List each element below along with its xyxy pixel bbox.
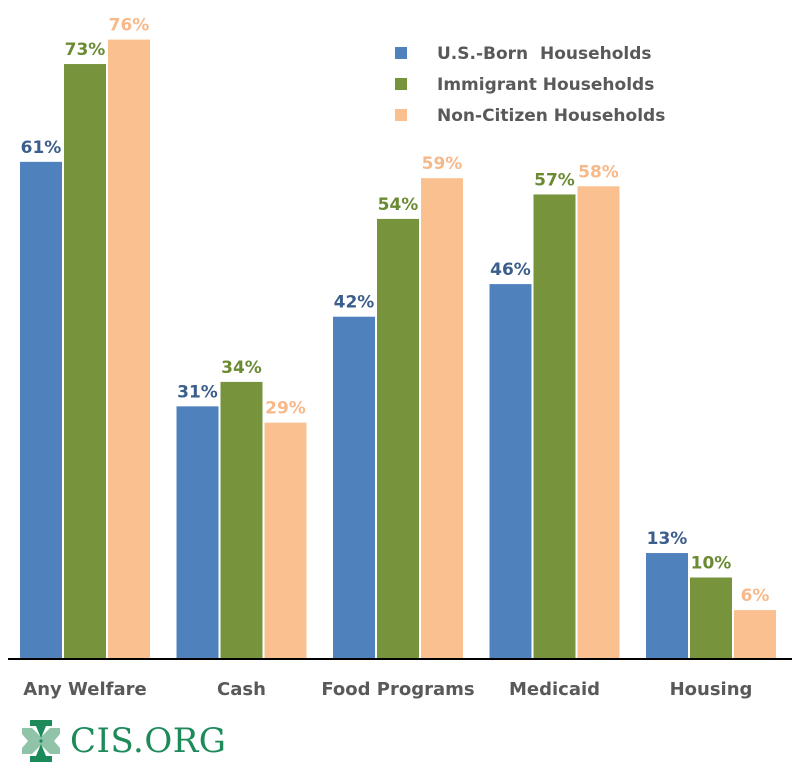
bar-cash-u-s-born-households	[176, 406, 219, 659]
category-label-any-welfare: Any Welfare	[23, 679, 146, 700]
bar-cash-non-citizen-households	[264, 422, 307, 659]
bar-food-programs-non-citizen-households	[421, 178, 463, 659]
bar-food-programs-immigrant-households	[377, 218, 419, 659]
bars-layer	[20, 39, 776, 660]
value-label-cash-immigrant-households: 34%	[221, 358, 262, 378]
bar-housing-immigrant-households	[690, 577, 732, 659]
category-label-housing: Housing	[670, 679, 753, 700]
value-label-cash-non-citizen-households: 29%	[265, 399, 306, 419]
cis-cross-logo-icon	[22, 720, 60, 762]
bar-any-welfare-immigrant-households	[64, 64, 106, 660]
legend: U.S.-Born Households Immigrant Households…	[395, 44, 665, 126]
bar-food-programs-u-s-born-households	[333, 316, 375, 659]
value-label-medicaid-immigrant-households: 57%	[534, 170, 575, 190]
legend-swatch-non-citizen-households	[395, 109, 407, 121]
value-label-medicaid-non-citizen-households: 58%	[578, 162, 619, 182]
logo-text: CIS.ORG	[70, 721, 227, 761]
category-label-food-programs: Food Programs	[321, 679, 474, 700]
value-label-any-welfare-immigrant-households: 73%	[65, 40, 106, 60]
cis-logo: CIS.ORG	[18, 718, 226, 764]
legend-label-immigrant-households: Immigrant Households	[437, 75, 654, 95]
legend-label-non-citizen-households: Non-Citizen Households	[437, 106, 665, 126]
value-label-any-welfare-u-s-born-households: 61%	[21, 138, 62, 158]
value-label-cash-u-s-born-households: 31%	[177, 382, 218, 402]
bar-medicaid-non-citizen-households	[577, 186, 620, 660]
bar-chart: 61% 73%76% 31%34% 29% 42% 54% 59% 46% 57% 58% 13%1…	[8, 16, 792, 700]
bar-housing-u-s-born-households	[646, 553, 688, 659]
value-label-housing-non-citizen-households: 6%	[741, 586, 770, 606]
bar-any-welfare-u-s-born-households	[20, 161, 62, 659]
category-labels-layer: Any Welfare Cash Food Programs Medicaid Hous…	[23, 679, 752, 700]
value-label-housing-immigrant-households: 10%	[691, 554, 732, 574]
bar-medicaid-immigrant-households	[533, 194, 576, 659]
bar-cash-immigrant-households	[220, 381, 263, 659]
value-labels-layer: 61% 73%76% 31%34% 29% 42% 54% 59% 46% 57% 58% 13%1…	[21, 16, 770, 606]
value-label-food-programs-non-citizen-households: 59%	[422, 154, 463, 174]
value-label-housing-u-s-born-households: 13%	[647, 529, 688, 549]
legend-label-u-s-born-households: U.S.-Born Households	[437, 44, 652, 64]
bar-housing-non-citizen-households	[734, 610, 776, 659]
category-label-medicaid: Medicaid	[509, 679, 600, 700]
category-label-cash: Cash	[217, 679, 266, 700]
bar-medicaid-u-s-born-households	[489, 284, 532, 659]
legend-swatch-immigrant-households	[395, 78, 407, 90]
value-label-medicaid-u-s-born-households: 46%	[490, 260, 531, 280]
bar-any-welfare-non-citizen-households	[108, 39, 150, 660]
value-label-food-programs-immigrant-households: 54%	[378, 195, 419, 215]
legend-swatch-u-s-born-households	[395, 47, 407, 59]
value-label-food-programs-u-s-born-households: 42%	[334, 293, 375, 313]
value-label-any-welfare-non-citizen-households: 76%	[109, 16, 150, 36]
